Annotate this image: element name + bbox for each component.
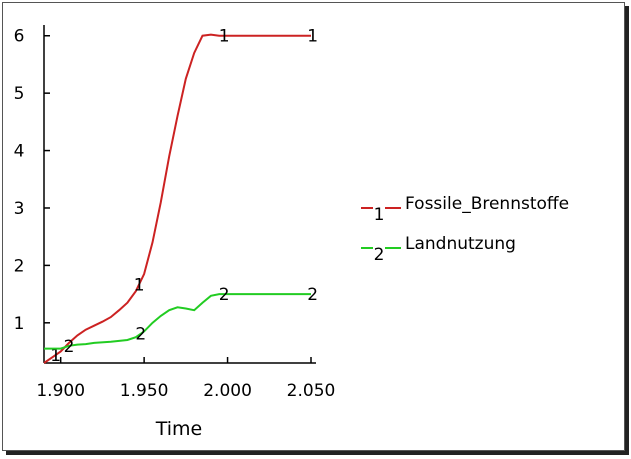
series-line-2 bbox=[44, 293, 311, 350]
series-marker-2: 2 bbox=[135, 325, 146, 345]
x-tick-label: 1.900 bbox=[36, 381, 85, 401]
legend: 1 Fossile_Brennstoffe 2 Landnutzung bbox=[361, 194, 569, 265]
legend-marker-2: 2 bbox=[374, 245, 385, 265]
y-tick-label: 1 bbox=[14, 314, 25, 334]
legend-label-1: Fossile_Brennstoffe bbox=[405, 194, 569, 214]
y-tick-label: 6 bbox=[14, 27, 25, 47]
series-marker-1: 1 bbox=[134, 275, 145, 295]
y-tick-label: 2 bbox=[14, 256, 25, 276]
series-marker-2: 2 bbox=[307, 285, 318, 305]
series-marker-2: 2 bbox=[219, 285, 230, 305]
series-marker-1: 1 bbox=[307, 27, 318, 47]
y-tick-label: 4 bbox=[14, 142, 25, 162]
series-line-1 bbox=[43, 33, 311, 364]
y-tick-label: 5 bbox=[14, 84, 25, 104]
series-marker-1: 1 bbox=[219, 27, 230, 47]
x-tick-label: 1.950 bbox=[120, 381, 169, 401]
series-marker-2: 2 bbox=[64, 337, 75, 357]
x-tick-label: 2.000 bbox=[203, 381, 252, 401]
legend-marker-1: 1 bbox=[374, 205, 385, 225]
x-tick-label: 2.050 bbox=[287, 381, 336, 401]
x-axis-title: Time bbox=[155, 418, 203, 440]
legend-label-2: Landnutzung bbox=[405, 234, 516, 254]
series-marker-1: 1 bbox=[50, 346, 61, 366]
y-tick-label: 3 bbox=[14, 199, 25, 219]
